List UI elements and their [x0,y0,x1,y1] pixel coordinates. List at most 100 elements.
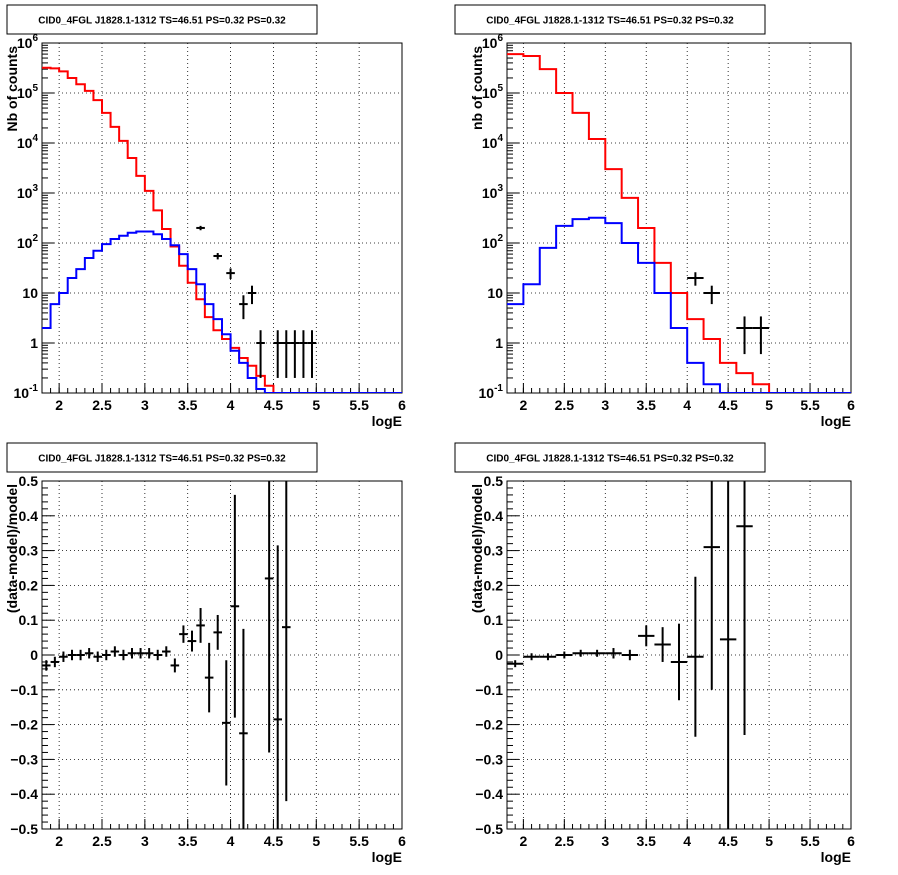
y-tick-label: 104 [17,133,39,151]
data-point [213,253,222,260]
y-tick-label: 103 [17,183,39,201]
x-tick-label: 4.5 [718,397,738,413]
y-tick-label: 0.4 [484,508,504,524]
data-point [621,649,639,661]
y-tick-label: 103 [482,183,504,201]
x-tick-label: 3.5 [637,397,657,413]
chart-title: CID0_4FGL J1828.1-1312 TS=46.51 PS=0.32 … [38,454,286,465]
y-tick-label: 104 [482,133,504,151]
x-tick-label: 2 [55,397,63,413]
data-point [572,649,589,657]
x-tick-label: 2 [55,833,63,849]
y-tick-label: 0.1 [484,612,504,628]
data-point [93,651,102,662]
y-tick-label: 10 [22,285,38,301]
x-tick-label: 5.5 [800,833,820,849]
x-tick-label: 2.5 [92,833,112,849]
data-point [523,653,540,661]
x-tick-label: 4.5 [264,833,284,849]
x-tick-label: 4.5 [264,397,284,413]
chart-title: CID0_4FGL J1828.1-1312 TS=46.51 PS=0.32 … [38,16,286,27]
data-point [187,630,197,652]
y-tick-label: −0.2 [475,717,503,733]
y-tick-label: −0.4 [10,786,38,802]
x-tick-label: 2.5 [92,397,112,413]
x-tick-label: 3.5 [178,397,198,413]
plot-frame [41,42,403,394]
x-tick-label: 4 [683,397,691,413]
chart-title: CID0_4FGL J1828.1-1312 TS=46.51 PS=0.32 … [486,16,734,27]
data-point [84,648,94,659]
data-point [50,656,60,668]
data-point [282,330,291,378]
plot-area [42,66,402,393]
data-point [290,330,300,378]
data-point [273,330,282,378]
x-tick-label: 5.5 [349,833,369,849]
y-tick-label: −0.3 [475,751,503,767]
chart-title: CID0_4FGL J1828.1-1312 TS=46.51 PS=0.32 … [486,454,734,465]
x-tick-label: 6 [847,397,855,413]
data-point [638,625,655,647]
red-histogram-line [507,53,851,393]
data-point [256,330,265,378]
y-tick-label: −0.1 [10,682,38,698]
plot-area [507,53,851,393]
data-point [719,481,737,829]
x-tick-label: 5 [765,833,773,849]
data-point [196,608,205,643]
y-tick-label: 1 [30,335,38,351]
data-point [703,481,720,690]
y-tick-label: 10-1 [14,383,39,401]
y-axis-label: Nb of counts [4,46,20,132]
data-point [170,658,180,673]
chart-title-box [454,442,766,473]
data-point [605,648,622,659]
x-tick-label: 3 [601,397,609,413]
data-point [213,614,222,650]
y-tick-label: −0.5 [475,821,503,837]
x-axis-label: logE [372,413,402,429]
data-point [736,316,753,355]
data-point [588,649,606,657]
data-point [42,660,51,671]
data-point [222,660,231,786]
chart-panel-1: CID0_4FGL J1828.1-1312 TS=46.51 PS=0.32 … [4,4,406,429]
data-point [507,660,524,668]
data-point [703,285,720,305]
data-point [282,481,291,802]
data-point [119,649,128,661]
y-tick-label: 105 [17,83,39,101]
y-tick-label: 102 [482,233,504,251]
x-tick-label: 6 [398,397,406,413]
y-tick-label: −0.4 [475,786,503,802]
data-point [247,285,257,305]
data-point [273,545,282,829]
x-tick-label: 3 [141,833,149,849]
red-histogram-line [42,66,402,393]
y-tick-label: −0.1 [475,682,503,698]
data-point [736,481,753,736]
y-tick-label: 105 [482,83,504,101]
data-point [110,646,120,657]
data-point [204,642,214,713]
y-tick-label: 0.3 [19,543,39,559]
x-tick-label: 2 [519,397,527,413]
chart-title-box [454,4,766,35]
y-tick-label: −0.5 [10,821,38,837]
x-axis-label: logE [821,413,851,429]
y-tick-label: 106 [482,33,504,51]
data-point [230,494,240,718]
data-point [670,623,688,701]
data-point [102,649,111,661]
y-tick-label: 0 [30,647,38,663]
y-tick-label: 0.3 [484,543,504,559]
data-point [239,628,248,829]
x-tick-label: 6 [398,833,406,849]
y-tick-label: 0 [495,647,503,663]
x-tick-label: 3.5 [637,833,657,849]
y-tick-label: 0.5 [19,473,39,489]
y-tick-label: 0.1 [19,612,39,628]
x-axis-label: logE [821,849,851,865]
